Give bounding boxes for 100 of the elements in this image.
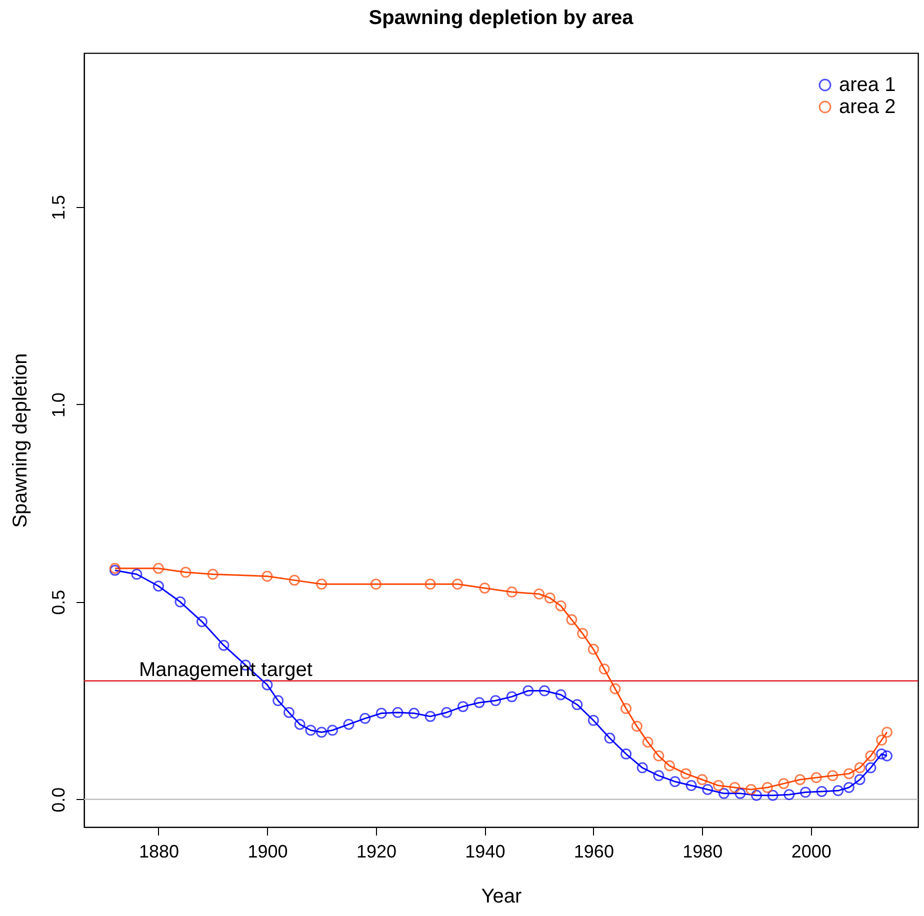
point — [620, 703, 632, 714]
point — [784, 789, 795, 800]
point — [604, 732, 616, 744]
point — [642, 736, 654, 748]
point — [832, 785, 844, 796]
point — [479, 582, 490, 594]
point — [800, 786, 811, 798]
point — [746, 784, 757, 795]
point — [882, 750, 893, 762]
point — [631, 720, 642, 732]
point — [610, 683, 621, 694]
point — [767, 790, 778, 801]
point — [441, 706, 452, 718]
point — [882, 726, 893, 738]
point — [316, 578, 328, 590]
point — [729, 782, 740, 793]
chart-title: Spawning depletion by area — [368, 7, 634, 29]
point — [843, 782, 854, 793]
point — [343, 718, 354, 730]
point — [751, 790, 762, 801]
point — [424, 710, 436, 722]
point — [686, 780, 697, 792]
point — [854, 762, 866, 774]
point — [598, 664, 610, 675]
x-axis-title: Year — [481, 886, 522, 908]
point — [152, 580, 164, 592]
point — [712, 780, 724, 792]
point — [778, 778, 790, 790]
x-tick-label: 2000 — [791, 842, 832, 862]
point — [370, 578, 382, 590]
point — [424, 578, 436, 590]
x-tick-label: 1880 — [138, 842, 180, 862]
point — [207, 568, 218, 580]
point — [490, 695, 502, 706]
point — [865, 762, 876, 774]
point — [865, 750, 876, 762]
point — [555, 600, 566, 612]
point — [452, 578, 463, 590]
point — [653, 750, 664, 762]
point — [474, 697, 485, 708]
y-tick-label: 0.0 — [48, 787, 68, 812]
x-tick-label: 1900 — [248, 842, 288, 862]
point — [283, 706, 294, 718]
point — [680, 768, 692, 780]
point — [572, 699, 583, 710]
point — [506, 586, 518, 598]
point — [588, 714, 599, 726]
point — [876, 734, 888, 746]
point — [152, 562, 164, 574]
x-tick-label: 1960 — [574, 842, 614, 862]
point — [577, 628, 588, 639]
x-tick-label: 1980 — [682, 842, 723, 862]
point — [218, 640, 230, 651]
point — [636, 762, 648, 774]
point — [588, 644, 599, 655]
point — [262, 570, 273, 582]
point — [702, 784, 714, 795]
point — [376, 708, 387, 719]
point — [620, 748, 632, 760]
point — [457, 701, 468, 712]
point — [734, 788, 746, 799]
x-tick-label: 1940 — [465, 842, 506, 862]
point — [174, 596, 186, 608]
point — [794, 774, 806, 786]
point — [180, 566, 192, 578]
point — [664, 760, 676, 772]
legend-label: area 2 — [839, 96, 896, 118]
point — [534, 588, 545, 600]
x-tick-label: 1920 — [356, 842, 396, 862]
point — [272, 695, 284, 706]
point — [762, 782, 773, 793]
point — [566, 614, 578, 626]
point — [305, 724, 316, 736]
point — [408, 708, 420, 719]
point — [696, 774, 708, 786]
point — [360, 712, 371, 724]
point — [653, 770, 664, 782]
y-axis-title: Spawning depletion — [10, 353, 32, 528]
point — [827, 770, 838, 782]
point — [555, 689, 566, 700]
point — [718, 788, 730, 799]
point — [544, 592, 556, 604]
point — [392, 706, 404, 718]
point — [854, 774, 866, 786]
y-tick-label: 1.0 — [48, 392, 68, 418]
point — [316, 726, 328, 738]
point — [506, 691, 518, 702]
point — [196, 616, 208, 628]
legend-label: area 1 — [839, 74, 896, 96]
y-tick-label: 0.5 — [48, 590, 68, 615]
point — [539, 685, 550, 696]
point — [669, 776, 680, 788]
point — [294, 718, 306, 730]
point — [326, 724, 338, 736]
y-tick-label: 1.5 — [48, 194, 68, 220]
point — [522, 685, 534, 696]
point — [131, 568, 142, 580]
point — [810, 772, 822, 784]
point — [843, 768, 854, 780]
point — [288, 574, 300, 586]
